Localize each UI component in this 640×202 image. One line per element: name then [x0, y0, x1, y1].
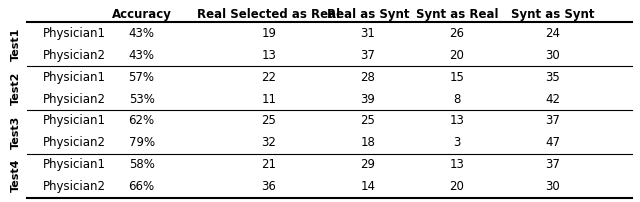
Text: 37: 37: [545, 114, 560, 127]
Text: 26: 26: [449, 27, 465, 40]
Text: 79%: 79%: [129, 136, 155, 149]
Text: 14: 14: [360, 180, 375, 193]
Text: Test2: Test2: [10, 71, 20, 105]
Text: Synt as Real: Synt as Real: [416, 8, 499, 21]
Text: 20: 20: [449, 180, 465, 193]
Text: 42: 42: [545, 93, 560, 105]
Text: 58%: 58%: [129, 158, 154, 171]
Text: 43%: 43%: [129, 49, 155, 62]
Text: 13: 13: [262, 49, 276, 62]
Text: 32: 32: [262, 136, 276, 149]
Text: 30: 30: [545, 49, 560, 62]
Text: 66%: 66%: [129, 180, 155, 193]
Text: 13: 13: [449, 158, 465, 171]
Text: 37: 37: [360, 49, 375, 62]
Text: Test3: Test3: [10, 115, 20, 148]
Text: 39: 39: [360, 93, 375, 105]
Text: Physician2: Physician2: [43, 180, 106, 193]
Text: 30: 30: [545, 180, 560, 193]
Text: 21: 21: [262, 158, 276, 171]
Text: Real as Synt: Real as Synt: [326, 8, 409, 21]
Text: 25: 25: [262, 114, 276, 127]
Text: Test4: Test4: [10, 159, 20, 193]
Text: 31: 31: [360, 27, 375, 40]
Text: 36: 36: [262, 180, 276, 193]
Text: 53%: 53%: [129, 93, 154, 105]
Text: Physician2: Physician2: [43, 136, 106, 149]
Text: 20: 20: [449, 49, 465, 62]
Text: 15: 15: [449, 70, 465, 84]
Text: 28: 28: [360, 70, 375, 84]
Text: 25: 25: [360, 114, 375, 127]
Text: 19: 19: [262, 27, 276, 40]
Text: 11: 11: [262, 93, 276, 105]
Text: Physician1: Physician1: [43, 70, 106, 84]
Text: 35: 35: [545, 70, 560, 84]
Text: 62%: 62%: [129, 114, 155, 127]
Text: 3: 3: [453, 136, 461, 149]
Text: Physician2: Physician2: [43, 49, 106, 62]
Text: 22: 22: [262, 70, 276, 84]
Text: 13: 13: [449, 114, 465, 127]
Text: Test1: Test1: [10, 27, 20, 61]
Text: Synt as Synt: Synt as Synt: [511, 8, 595, 21]
Text: 29: 29: [360, 158, 375, 171]
Text: 57%: 57%: [129, 70, 155, 84]
Text: 24: 24: [545, 27, 560, 40]
Text: 47: 47: [545, 136, 560, 149]
Text: Physician1: Physician1: [43, 158, 106, 171]
Text: 43%: 43%: [129, 27, 155, 40]
Text: Physician1: Physician1: [43, 27, 106, 40]
Text: Accuracy: Accuracy: [111, 8, 172, 21]
Text: 37: 37: [545, 158, 560, 171]
Text: Real Selected as Real: Real Selected as Real: [198, 8, 340, 21]
Text: 18: 18: [360, 136, 375, 149]
Text: Physician1: Physician1: [43, 114, 106, 127]
Text: 8: 8: [453, 93, 461, 105]
Text: Physician2: Physician2: [43, 93, 106, 105]
